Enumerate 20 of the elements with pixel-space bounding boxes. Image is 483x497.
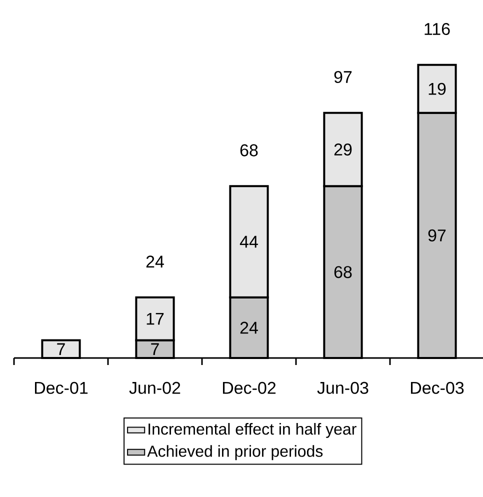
data-label: 7 — [151, 343, 159, 356]
x-tick-label: Dec-02 — [222, 382, 276, 394]
x-tick-label: Jun-03 — [317, 382, 368, 394]
x-tick-label: Jun-02 — [129, 382, 180, 394]
data-label: 17 — [146, 312, 164, 325]
total-label: 116 — [424, 22, 450, 36]
legend-label: Achieved in prior periods — [147, 445, 323, 460]
data-label: 97 — [428, 229, 446, 242]
total-label: 24 — [146, 256, 164, 268]
data-label: 19 — [428, 82, 446, 95]
data-label: 29 — [334, 144, 352, 156]
data-label: 68 — [334, 266, 352, 278]
data-label: 24 — [240, 322, 258, 334]
data-label: 7 — [57, 343, 65, 356]
total-label: 68 — [240, 144, 258, 156]
total-label: 97 — [334, 71, 352, 84]
data-label: 44 — [240, 236, 258, 248]
x-tick-label: Dec-03 — [410, 382, 464, 394]
x-tick-label: Dec-01 — [34, 382, 88, 394]
legend-label: Incremental effect in half year — [148, 423, 356, 438]
